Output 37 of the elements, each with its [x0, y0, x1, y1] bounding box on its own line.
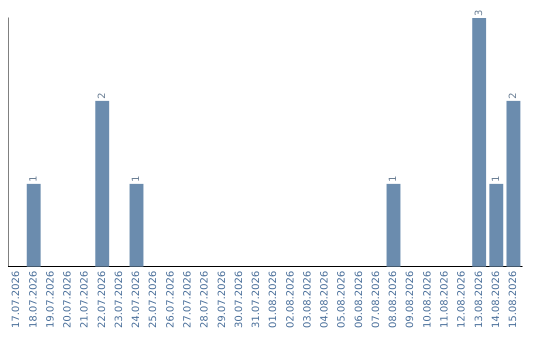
x-tick-label: 27.07.2026 [182, 270, 194, 328]
x-tick-label: 20.07.2026 [62, 270, 74, 328]
x-tick-label: 31.07.2026 [251, 270, 262, 328]
x-tick-label: 15.08.2026 [508, 270, 520, 328]
x-tick-label: 14.08.2026 [490, 270, 502, 328]
x-tick-label: 03.08.2026 [302, 270, 314, 328]
x-tick-label: 17.07.2026 [11, 270, 22, 328]
x-tick-label: 05.08.2026 [336, 270, 348, 328]
data-label: 1 [388, 175, 400, 182]
x-tick-label: 24.07.2026 [131, 270, 142, 328]
x-tick-label: 29.07.2026 [216, 270, 228, 328]
x-tick-label: 01.08.2026 [268, 270, 280, 328]
x-tick-label: 22.07.2026 [96, 270, 108, 328]
x-tick-label: 23.07.2026 [114, 270, 125, 328]
x-tick-label: 19.07.2026 [45, 270, 56, 328]
data-label: 3 [474, 10, 485, 16]
data-label: 1 [28, 175, 40, 182]
x-tick-label: 02.08.2026 [285, 270, 296, 328]
x-tick-label: 09.08.2026 [405, 270, 416, 328]
x-tick-label: 18.07.2026 [28, 270, 40, 328]
x-tick-label: 21.07.2026 [80, 270, 91, 328]
x-tick-label: 06.08.2026 [354, 270, 365, 328]
x-tick-label: 30.07.2026 [234, 270, 245, 328]
data-label: 2 [508, 92, 520, 99]
x-tick-label: 07.08.2026 [370, 270, 382, 328]
x-tick-label: 04.08.2026 [320, 270, 331, 328]
x-tick-label: 12.08.2026 [456, 270, 468, 328]
x-tick-label: 08.08.2026 [388, 270, 400, 328]
data-label: 1 [131, 175, 142, 182]
x-tick-label: 25.07.2026 [148, 270, 160, 328]
x-tick-label: 26.07.2026 [165, 270, 176, 328]
x-tick-label: 13.08.2026 [474, 270, 485, 328]
data-label: 2 [96, 92, 108, 99]
x-tick-label: 10.08.2026 [422, 270, 434, 328]
data-label: 1 [490, 175, 502, 182]
x-tick-label: 28.07.2026 [200, 270, 211, 328]
x-tick-label: 11.08.2026 [439, 270, 450, 328]
